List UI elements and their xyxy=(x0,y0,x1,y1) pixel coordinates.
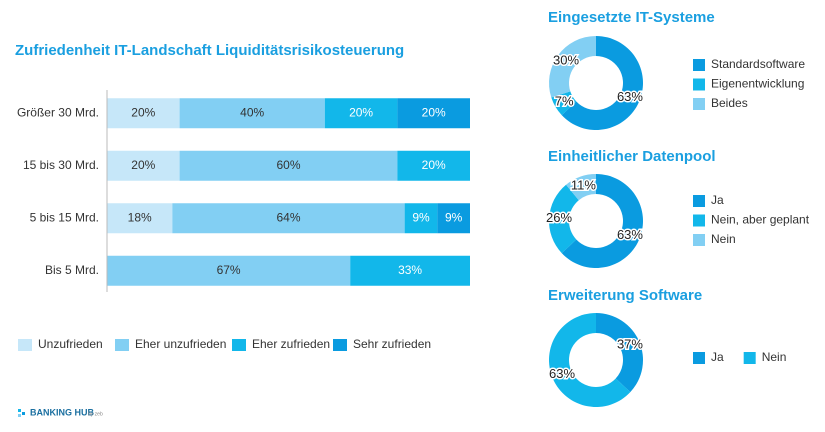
legend-swatch xyxy=(693,59,705,71)
y-tick-label: Größer 30 Mrd. xyxy=(17,105,99,119)
y-tick-label: 5 bis 15 Mrd. xyxy=(30,210,99,224)
brand-by: by zeb xyxy=(88,411,103,417)
bar-segment xyxy=(397,98,470,129)
value-label: 40% xyxy=(240,105,264,119)
chart-title: Eingesetzte IT-Systeme xyxy=(548,9,715,26)
legend-label: Nein xyxy=(762,350,787,364)
value-label: 67% xyxy=(217,263,241,277)
bar-segment xyxy=(324,98,398,129)
pie-slice xyxy=(551,91,577,116)
chart-title: Zufriedenheit IT-Landschaft Liquiditätsr… xyxy=(15,42,404,59)
value-label: 20% xyxy=(349,105,373,119)
chart-title: Erweiterung Software xyxy=(548,287,702,304)
bar-segment xyxy=(107,203,173,234)
legend-label: Ja xyxy=(711,193,724,207)
pie-slice xyxy=(596,313,643,393)
legend-swatch xyxy=(693,214,705,227)
value-label: 63% xyxy=(617,227,643,242)
value-label: 20% xyxy=(131,105,155,119)
logo-dot xyxy=(18,409,21,412)
legend-label: Nein, aber geplant xyxy=(711,213,810,227)
bar-segment xyxy=(107,98,180,129)
value-label: 33% xyxy=(398,263,422,277)
y-tick-label: Bis 5 Mrd. xyxy=(45,263,99,277)
legend-label: Standardsoftware xyxy=(711,57,805,71)
legend-label: Ja xyxy=(711,350,724,364)
legend-swatch xyxy=(18,339,32,351)
value-label: 11% xyxy=(571,178,596,193)
logo-dot xyxy=(18,414,21,417)
pie-slice xyxy=(561,174,643,268)
value-label: 30% xyxy=(553,53,579,68)
legend-swatch xyxy=(693,234,705,246)
value-label: 20% xyxy=(422,105,446,119)
value-label: 60% xyxy=(276,158,300,172)
bar-segment xyxy=(404,203,438,234)
bar-segment xyxy=(179,150,398,181)
legend-label: Eigenentwicklung xyxy=(711,77,804,91)
legend-swatch xyxy=(115,339,129,351)
legend-label: Sehr zufrieden xyxy=(353,337,431,351)
legend-swatch xyxy=(232,339,246,351)
pie-slice xyxy=(561,36,643,130)
footer: BANKING HUB by zeb xyxy=(18,407,103,417)
pie-slice xyxy=(549,36,596,98)
brand: BANKING HUB xyxy=(30,407,94,417)
value-label: 64% xyxy=(276,210,300,224)
logo-dot xyxy=(22,412,25,415)
legend-label: Unzufrieden xyxy=(38,337,103,351)
chart-title: Einheitlicher Datenpool xyxy=(548,148,716,165)
pie-slice xyxy=(566,174,596,201)
legend-label: Beides xyxy=(711,96,748,110)
legend-label: Nein xyxy=(711,232,736,246)
value-label: 9% xyxy=(412,210,430,224)
value-label: 18% xyxy=(128,210,152,224)
value-label: 37% xyxy=(617,337,643,352)
legend-label: Eher unzufrieden xyxy=(135,337,226,351)
bar-segment xyxy=(107,255,351,286)
legend-swatch xyxy=(693,78,705,91)
legend-label: Eher zufrieden xyxy=(252,337,330,351)
bar-segment xyxy=(179,98,325,129)
bar-segment xyxy=(397,150,470,181)
legend-swatch xyxy=(693,98,705,110)
bar-segment xyxy=(107,150,180,181)
legend-swatch xyxy=(743,352,756,364)
value-label: 9% xyxy=(445,210,463,224)
value-label: 26% xyxy=(546,210,572,225)
bar-segment xyxy=(437,203,470,234)
y-tick-label: 15 bis 30 Mrd. xyxy=(23,158,99,172)
legend-swatch xyxy=(333,339,347,351)
bar-segment xyxy=(350,255,470,286)
value-label: 63% xyxy=(617,89,643,104)
value-label: 20% xyxy=(131,158,155,172)
legend-swatch xyxy=(693,352,705,364)
pie-slice xyxy=(548,313,631,407)
value-label: 63% xyxy=(549,366,575,381)
bar-segment xyxy=(172,203,405,234)
value-label: 20% xyxy=(422,158,446,172)
legend-swatch xyxy=(693,195,705,207)
value-label: 7% xyxy=(555,93,574,108)
pie-slice xyxy=(548,184,579,254)
